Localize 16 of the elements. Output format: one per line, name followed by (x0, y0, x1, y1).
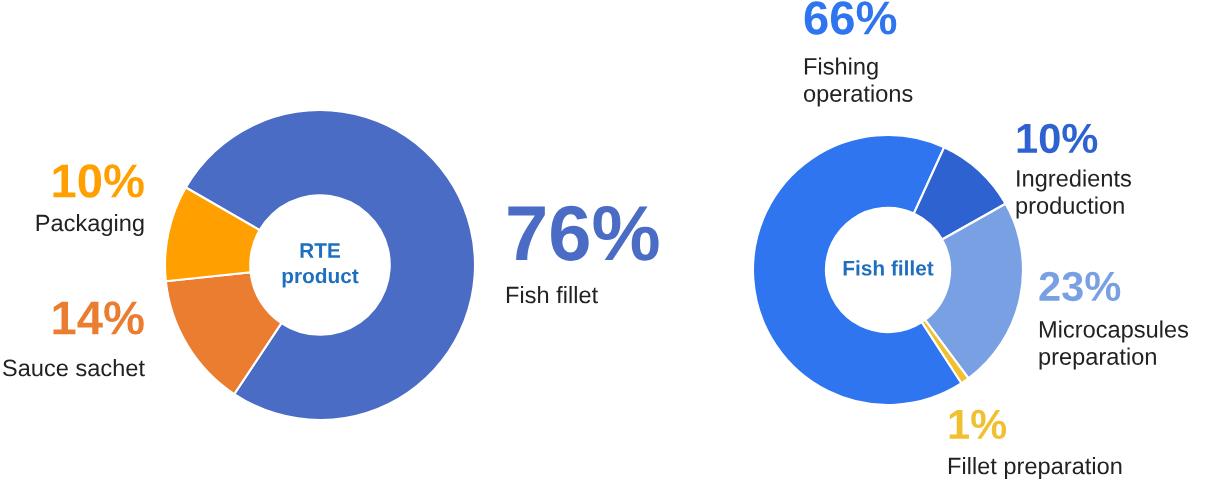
data-label: 14% (53, 301, 144, 335)
data-label: 10% (53, 164, 144, 198)
data-label: 10% (1017, 123, 1098, 154)
data-label: 1% (949, 409, 1007, 440)
slice-label: Ingredients production (1016, 169, 1131, 219)
slice-label: Packaging (36, 213, 144, 236)
data-label: 76% (508, 205, 659, 261)
slice-label: Sauce sachet (3, 358, 145, 377)
slice-label: Fillet preparation (948, 456, 1122, 479)
data-label: 23% (1039, 271, 1121, 302)
text: Fish fillet (843, 260, 934, 276)
slice-label: Fishing operations (803, 57, 913, 107)
data-label: 66% (804, 1, 897, 35)
text: RTE product (282, 243, 359, 288)
slice-label: Microcapsules preparation (1039, 320, 1189, 370)
slice-label: Fish fillet (506, 286, 598, 304)
